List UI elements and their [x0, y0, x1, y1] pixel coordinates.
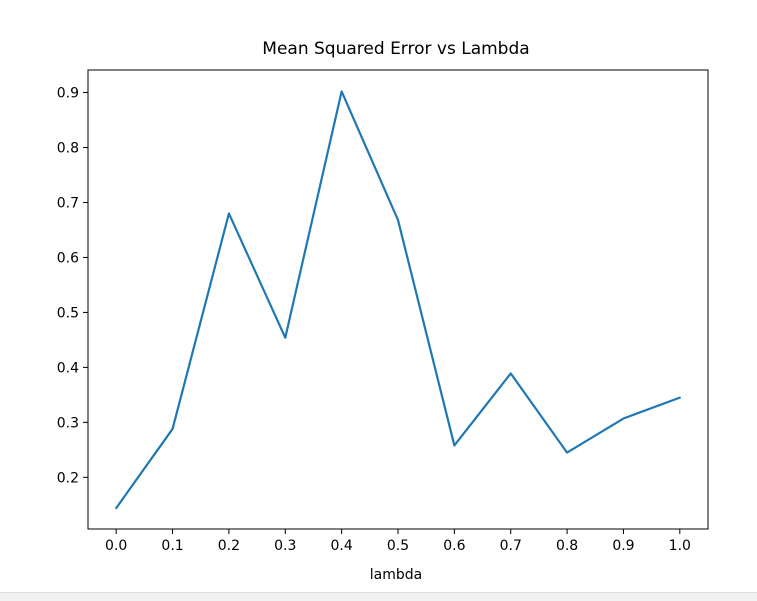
x-tick-label: 0.1 — [161, 538, 183, 554]
x-tick-label: 0.2 — [218, 538, 240, 554]
x-tick-label: 1.0 — [669, 538, 691, 554]
y-tick-label: 0.4 — [57, 360, 79, 376]
x-tick-label: 0.7 — [500, 538, 522, 554]
x-axis: 0.0 0.1 0.2 0.3 0.4 0.5 0.6 0.7 0.8 0.9 1.0 — [105, 529, 691, 554]
x-tick-label: 0.5 — [387, 538, 409, 554]
y-axis: 0.2 0.3 0.4 0.5 0.6 0.7 0.8 0.9 — [57, 86, 88, 486]
x-tick-label: 0.8 — [556, 538, 578, 554]
bottom-toolbar-strip — [0, 592, 757, 601]
y-tick-label: 0.5 — [57, 305, 79, 321]
x-tick-label: 0.6 — [443, 538, 465, 554]
x-axis-label: lambda — [370, 567, 422, 583]
series-line — [115, 90, 681, 510]
plot-frame — [87, 69, 709, 530]
y-tick-label: 0.9 — [57, 86, 79, 102]
y-tick-label: 0.3 — [57, 415, 79, 431]
x-tick-label: 0.0 — [105, 538, 127, 554]
y-tick-label: 0.6 — [57, 250, 79, 266]
series-layer — [115, 90, 681, 510]
y-tick-label: 0.7 — [57, 195, 79, 211]
y-tick-label: 0.2 — [57, 470, 79, 486]
x-tick-label: 0.4 — [331, 538, 353, 554]
chart-title: Mean Squared Error vs Lambda — [262, 39, 529, 59]
x-tick-label: 0.3 — [274, 538, 296, 554]
x-tick-label: 0.9 — [612, 538, 634, 554]
y-tick-label: 0.8 — [57, 141, 79, 157]
